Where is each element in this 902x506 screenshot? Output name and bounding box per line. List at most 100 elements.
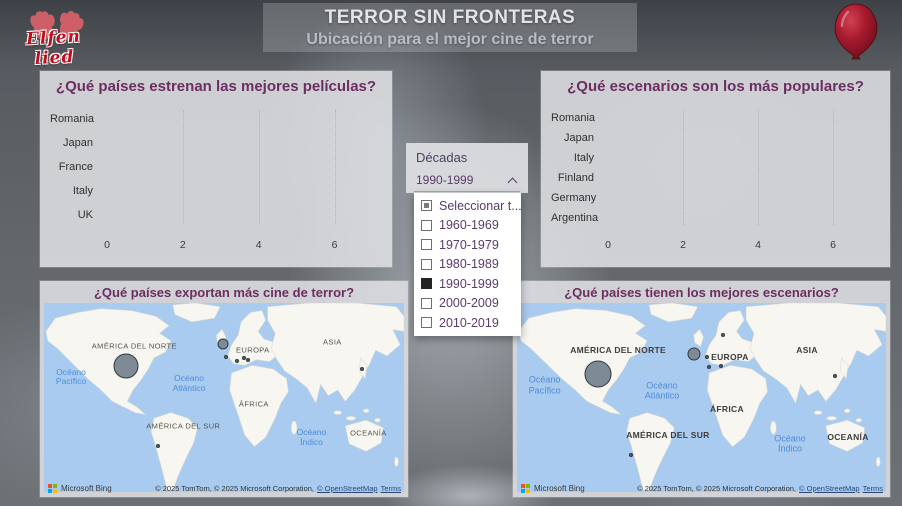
category-label: Japan: [564, 131, 594, 144]
map-bubble[interactable]: [584, 360, 612, 388]
map-title: ¿Qué países exportan más cine de terror?: [93, 285, 355, 300]
map-footer: Microsoft Bing © 2025 TomTom, © 2025 Mic…: [48, 484, 401, 493]
chart-best-premieres: ¿Qué países estrenan las mejores películ…: [40, 71, 392, 267]
checkbox-unchecked[interactable]: [421, 219, 432, 231]
map-bubble[interactable]: [720, 332, 725, 337]
checkbox-checked[interactable]: [421, 278, 432, 290]
red-balloon-icon: [830, 2, 882, 60]
bar-row: Italy: [551, 150, 878, 165]
slicer-item[interactable]: 2000-2009: [414, 294, 521, 314]
slicer-item[interactable]: 1960-1969: [414, 216, 521, 236]
category-label: UK: [77, 209, 93, 221]
category-label: Italy: [72, 185, 93, 197]
bing-label: Microsoft Bing: [61, 484, 112, 493]
x-tick: 6: [331, 239, 338, 251]
decades-dropdown[interactable]: 1990-1999: [414, 170, 520, 192]
x-axis: 0 2 4 6: [605, 239, 878, 253]
map-bubble[interactable]: [833, 373, 838, 378]
map-bubble[interactable]: [156, 444, 161, 449]
bar-row: Japan: [50, 134, 380, 152]
category-label: France: [58, 161, 93, 173]
gridline: [182, 110, 184, 224]
map-attribution: © 2025 TomTom, © 2025 Microsoft Corporat…: [155, 484, 401, 493]
chart-gridlines: [608, 110, 878, 225]
chart-plot-area: Romania Japan Italy Finland Germany Argentina: [551, 110, 878, 230]
category-label: Romania: [551, 111, 596, 124]
map-bubble[interactable]: [113, 353, 139, 379]
map-title: ¿Qué países tienen los mejores escenario…: [564, 285, 839, 300]
checkbox-unchecked[interactable]: [421, 239, 432, 251]
map-bubble[interactable]: [705, 355, 710, 360]
report-subtitle: Ubicación para el mejor cine de terror: [306, 31, 594, 48]
checkbox-partial[interactable]: [421, 200, 432, 212]
slicer-item-label: 1970-1979: [439, 237, 499, 252]
map-bubble[interactable]: [234, 359, 239, 364]
slicer-item[interactable]: 1980-1989: [414, 255, 521, 275]
slicer-item-label: 1990-1999: [439, 276, 499, 291]
slicer-item[interactable]: 1970-1979: [414, 235, 521, 255]
report-title: TERROR SIN FRONTERAS: [324, 7, 576, 28]
map-exporting-countries: ¿Qué países exportan más cine de terror?…: [40, 281, 408, 497]
attribution-text: © 2025 TomTom, © 2025 Microsoft Corporat…: [155, 484, 315, 493]
map-bubble[interactable]: [629, 452, 634, 457]
x-tick: 0: [104, 239, 110, 251]
checkbox-unchecked[interactable]: [421, 258, 432, 270]
x-tick: 6: [830, 239, 836, 251]
terms-link[interactable]: Terms: [862, 484, 883, 493]
slicer-label: Décadas: [416, 150, 468, 165]
map-bubble[interactable]: [706, 365, 711, 370]
x-tick: 4: [255, 239, 262, 251]
gridline: [258, 110, 260, 224]
slicer-item-label: 1960-1969: [439, 218, 499, 233]
gridline: [683, 110, 684, 225]
decades-slicer: Décadas 1990-1999: [406, 143, 528, 193]
chart-title: ¿Qué escenarios son los más populares?: [567, 78, 864, 95]
map-bubble[interactable]: [360, 366, 365, 371]
x-tick: 4: [755, 239, 761, 251]
x-tick: 2: [680, 239, 686, 251]
bar-row: Romania: [50, 110, 380, 128]
bar-row: Germany: [551, 190, 878, 205]
x-tick: 0: [605, 239, 611, 251]
slicer-item-label: 2000-2009: [439, 296, 499, 311]
logo-text: Elfen lied: [25, 26, 82, 70]
bar-row: France: [50, 158, 380, 176]
map-best-scenery-countries: ¿Qué países tienen los mejores escenario…: [513, 281, 890, 497]
attribution-text: © 2025 TomTom, © 2025 Microsoft Corporat…: [637, 484, 797, 493]
world-map[interactable]: AMÉRICA DEL NORTE EUROPA ASIA ÁFRICA AMÉRICA…: [44, 303, 404, 492]
slicer-item-label: 2010-2019: [439, 315, 499, 330]
map-bubble[interactable]: [224, 355, 229, 360]
map-footer: Microsoft Bing © 2025 TomTom, © 2025 Mic…: [521, 484, 883, 493]
category-label: Argentina: [551, 211, 599, 224]
map-bubble[interactable]: [719, 363, 724, 368]
elfen-lied-logo: Elfen lied: [8, 14, 100, 69]
report-title-box: TERROR SIN FRONTERAS Ubicación para el m…: [263, 3, 637, 52]
slicer-item[interactable]: 1990-1999: [414, 274, 521, 294]
chart-plot-area: Romania Japan France Italy UK: [50, 110, 380, 230]
category-label: Germany: [551, 191, 597, 204]
bar-row: Italy: [50, 182, 380, 200]
map-bubble[interactable]: [245, 358, 250, 363]
category-label: Japan: [63, 137, 93, 149]
chart-title: ¿Qué países estrenan las mejores películ…: [55, 78, 377, 95]
openstreetmap-link[interactable]: © OpenStreetMap: [317, 484, 378, 493]
openstreetmap-link[interactable]: © OpenStreetMap: [799, 484, 860, 493]
category-label: Romania: [50, 113, 95, 125]
terms-link[interactable]: Terms: [380, 484, 401, 493]
bar-row: Argentina: [551, 210, 878, 225]
map-bubble[interactable]: [687, 347, 701, 361]
checkbox-unchecked[interactable]: [421, 317, 432, 329]
checkbox-unchecked[interactable]: [421, 297, 432, 309]
map-bubble[interactable]: [217, 338, 229, 350]
slicer-item[interactable]: Seleccionar t...: [414, 196, 521, 216]
chart-popular-settings: ¿Qué escenarios son los más populares? R…: [541, 71, 890, 267]
world-map[interactable]: AMÉRICA DEL NORTE EUROPA ASIA ÁFRICA AMÉRICA…: [517, 303, 886, 492]
map-attribution: © 2025 TomTom, © 2025 Microsoft Corporat…: [637, 484, 883, 493]
map-bubble[interactable]: [241, 355, 246, 360]
chart-gridlines: [107, 110, 380, 224]
microsoft-logo-icon: [521, 484, 530, 493]
bar-row: Japan: [551, 130, 878, 145]
bar-row: Romania: [551, 110, 878, 125]
slicer-item[interactable]: 2010-2019: [414, 313, 521, 333]
gridline: [833, 110, 834, 225]
